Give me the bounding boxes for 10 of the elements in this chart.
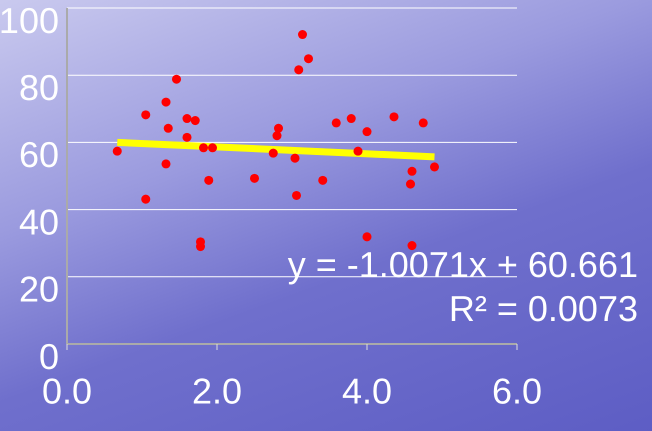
y-tick-label: 80 <box>18 66 59 108</box>
y-tick-label: 60 <box>18 134 59 176</box>
x-tick-label: 6.0 <box>492 370 542 412</box>
y-tick-label: 20 <box>18 268 59 310</box>
y-tick-label: 100 <box>0 0 59 41</box>
x-tick-label: 4.0 <box>342 370 392 412</box>
annotation: R² = 0.0073 <box>448 288 638 330</box>
x-tick-label: 2.0 <box>192 370 242 412</box>
annotation: y = -1.0071x + 60.661 <box>286 244 638 286</box>
y-tick-label: 40 <box>18 201 59 242</box>
